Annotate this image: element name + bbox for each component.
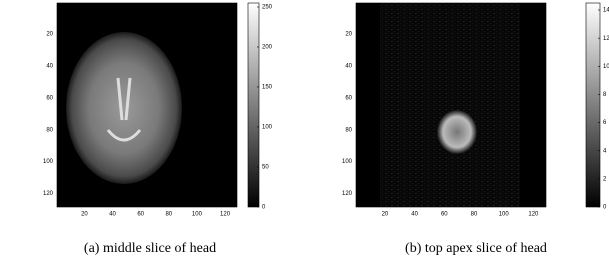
- apex: [437, 110, 477, 154]
- figure: 2040608010012020406080100120050100150200…: [0, 0, 609, 273]
- y-tick-label: 20: [345, 32, 352, 38]
- noise: [380, 3, 520, 207]
- colorbar-tick-label: 50: [262, 165, 269, 171]
- colorbar: [586, 3, 600, 207]
- colorbar-tick-label: 2: [603, 176, 607, 182]
- caption: (a) middle slice of head: [84, 241, 216, 256]
- caption: (b) top apex slice of head: [405, 241, 547, 256]
- y-tick-label: 40: [345, 64, 352, 70]
- x-tick-label: 60: [441, 212, 448, 218]
- colorbar-tick-label: 200: [262, 45, 273, 51]
- colorbar-tick-label: 12: [603, 36, 609, 42]
- y-tick-label: 120: [43, 191, 54, 197]
- y-tick-label: 100: [342, 159, 353, 165]
- colorbar-tick-label: 10: [603, 64, 609, 70]
- x-tick-label: 20: [382, 212, 389, 218]
- colorbar-tick-label: 100: [262, 125, 273, 131]
- y-tick-label: 60: [345, 95, 352, 101]
- y-tick-label: 40: [46, 64, 53, 70]
- x-tick-label: 80: [471, 212, 478, 218]
- colorbar-tick-label: 0: [262, 205, 266, 211]
- colorbar: [248, 3, 259, 207]
- y-tick-label: 60: [46, 95, 53, 101]
- x-tick-label: 20: [81, 212, 88, 218]
- x-tick-label: 40: [411, 212, 418, 218]
- colorbar-tick-label: 250: [262, 5, 273, 11]
- panel-a: [57, 3, 259, 207]
- x-tick-label: 40: [109, 212, 116, 218]
- panel-b: [356, 3, 600, 207]
- colorbar-tick-label: 14: [603, 8, 609, 14]
- y-tick-label: 100: [43, 159, 54, 165]
- x-tick-label: 120: [528, 212, 539, 218]
- colorbar-tick-label: 0: [603, 205, 607, 211]
- y-tick-label: 120: [342, 191, 353, 197]
- colorbar-tick-label: 4: [603, 148, 607, 154]
- x-tick-label: 80: [165, 212, 172, 218]
- colorbar-tick-label: 150: [262, 85, 273, 91]
- x-tick-label: 120: [220, 212, 231, 218]
- brain: [66, 32, 182, 184]
- y-tick-label: 80: [345, 127, 352, 133]
- colorbar-tick-label: 8: [603, 92, 607, 98]
- y-tick-label: 20: [46, 32, 53, 38]
- x-tick-label: 60: [137, 212, 144, 218]
- x-tick-label: 100: [192, 212, 203, 218]
- colorbar-tick-label: 6: [603, 120, 607, 126]
- y-tick-label: 80: [46, 127, 53, 133]
- x-tick-label: 100: [499, 212, 510, 218]
